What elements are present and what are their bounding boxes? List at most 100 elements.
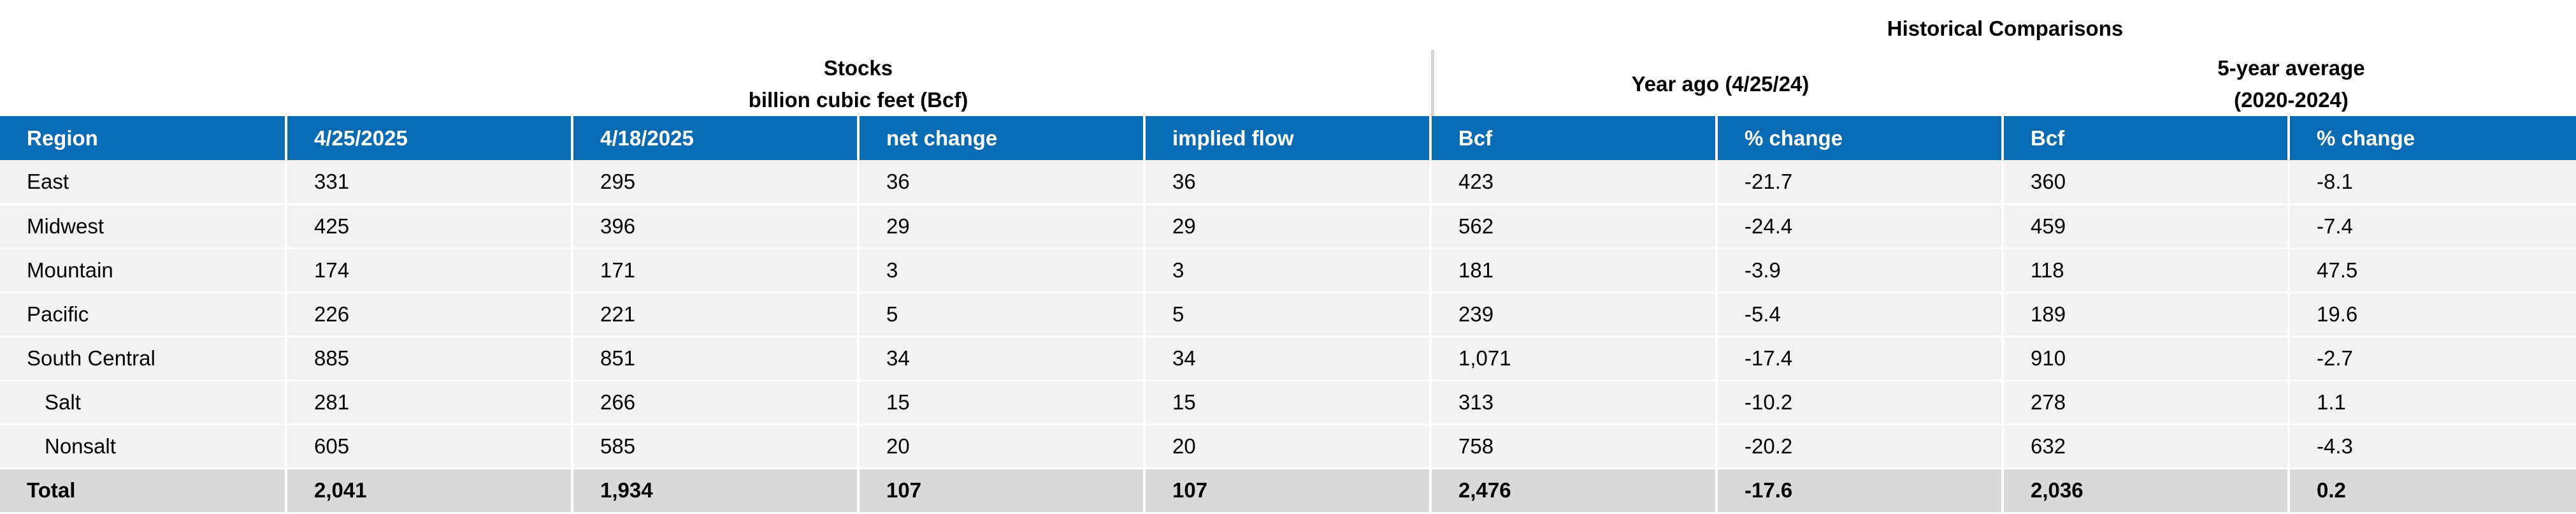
cell-prior-week: 295 — [572, 160, 860, 205]
five-year-heading-line2: (2020-2024) — [2234, 88, 2349, 112]
cell-prior-week: 585 — [572, 424, 860, 469]
cell-five-year-pct: 1.1 — [2289, 380, 2576, 425]
table-body: East 331 295 36 36 423 -21.7 360 -8.1 Midwest 425 3… — [0, 160, 2576, 512]
cell-region: Nonsalt — [0, 424, 287, 469]
cell-current-week: 281 — [286, 380, 573, 425]
cell-prior-week: 266 — [572, 380, 860, 425]
cell-net-change: 36 — [858, 160, 1146, 205]
cell-five-year-pct: -2.7 — [2289, 336, 2576, 381]
cell-year-ago-pct: -20.2 — [1716, 424, 2004, 469]
cell-five-year-bcf: 278 — [2003, 380, 2290, 425]
cell-year-ago-bcf: 423 — [1430, 160, 1718, 205]
table-row: Pacific 226 221 5 5 239 -5.4 189 19.6 — [0, 292, 2576, 337]
cell-net-change: 34 — [858, 336, 1146, 381]
cell-year-ago-pct: -5.4 — [1716, 292, 2004, 337]
cell-net-change: 3 — [858, 248, 1146, 293]
cell-five-year-bcf: 910 — [2003, 336, 2290, 381]
cell-region: Total — [0, 468, 287, 512]
cell-net-change: 15 — [858, 380, 1146, 425]
cell-region: South Central — [0, 336, 287, 381]
table-row: Midwest 425 396 29 29 562 -24.4 459 -7.4 — [0, 204, 2576, 249]
cell-five-year-pct: 19.6 — [2289, 292, 2576, 337]
cell-five-year-pct: 0.2 — [2289, 468, 2576, 512]
cell-prior-week: 851 — [572, 336, 860, 381]
storage-table: Region 4/25/2025 4/18/2025 net change im… — [0, 116, 2576, 512]
cell-year-ago-pct: -21.7 — [1716, 160, 2004, 205]
cell-net-change: 20 — [858, 424, 1146, 469]
cell-year-ago-pct: -17.4 — [1716, 336, 2004, 381]
column-group-divider — [1431, 50, 1434, 116]
table-row: Mountain 174 171 3 3 181 -3.9 118 47.5 — [0, 248, 2576, 293]
cell-five-year-bcf: 459 — [2003, 204, 2290, 249]
cell-prior-week: 396 — [572, 204, 860, 249]
col-header-five-year-bcf: Bcf — [2003, 116, 2290, 160]
cell-current-week: 2,041 — [286, 468, 573, 512]
table-header-row: Region 4/25/2025 4/18/2025 net change im… — [0, 116, 2576, 160]
cell-net-change: 29 — [858, 204, 1146, 249]
col-header-region: Region — [0, 116, 287, 160]
cell-region: Pacific — [0, 292, 287, 337]
cell-implied-flow: 20 — [1144, 424, 1432, 469]
cell-year-ago-bcf: 562 — [1430, 204, 1718, 249]
col-header-year-ago-bcf: Bcf — [1430, 116, 1718, 160]
cell-year-ago-pct: -10.2 — [1716, 380, 2004, 425]
cell-implied-flow: 15 — [1144, 380, 1432, 425]
cell-year-ago-bcf: 758 — [1430, 424, 1718, 469]
cell-current-week: 174 — [286, 248, 573, 293]
five-year-heading-line1: 5-year average — [2217, 56, 2365, 80]
table-row: South Central 885 851 34 34 1,071 -17.4 910 -2.7 — [0, 336, 2576, 381]
stocks-heading: Stocks billion cubic feet (Bcf) — [286, 52, 1430, 116]
cell-net-change: 107 — [858, 468, 1146, 512]
cell-prior-week: 221 — [572, 292, 860, 337]
table-row: Nonsalt 605 585 20 20 758 -20.2 632 -4.3 — [0, 424, 2576, 469]
cell-five-year-pct: -4.3 — [2289, 424, 2576, 469]
cell-year-ago-bcf: 181 — [1430, 248, 1718, 293]
cell-region: East — [0, 160, 287, 205]
col-header-prior-week: 4/18/2025 — [572, 116, 860, 160]
historical-comparisons-heading: Historical Comparisons — [1887, 17, 2124, 40]
year-ago-heading: Year ago (4/25/24) — [1631, 72, 1810, 96]
cell-year-ago-pct: -24.4 — [1716, 204, 2004, 249]
five-year-average-heading: 5-year average (2020-2024) — [2006, 52, 2576, 116]
cell-current-week: 226 — [286, 292, 573, 337]
cell-current-week: 885 — [286, 336, 573, 381]
col-header-five-year-pct: % change — [2289, 116, 2576, 160]
cell-year-ago-pct: -3.9 — [1716, 248, 2004, 293]
cell-current-week: 331 — [286, 160, 573, 205]
cell-five-year-bcf: 632 — [2003, 424, 2290, 469]
cell-five-year-bcf: 2,036 — [2003, 468, 2290, 512]
cell-five-year-bcf: 360 — [2003, 160, 2290, 205]
cell-net-change: 5 — [858, 292, 1146, 337]
col-header-year-ago-pct: % change — [1716, 116, 2004, 160]
cell-region: Mountain — [0, 248, 287, 293]
cell-prior-week: 1,934 — [572, 468, 860, 512]
cell-five-year-bcf: 189 — [2003, 292, 2290, 337]
cell-implied-flow: 34 — [1144, 336, 1432, 381]
cell-region: Midwest — [0, 204, 287, 249]
cell-five-year-bcf: 118 — [2003, 248, 2290, 293]
cell-five-year-pct: -7.4 — [2289, 204, 2576, 249]
col-header-implied-flow: implied flow — [1144, 116, 1432, 160]
cell-implied-flow: 5 — [1144, 292, 1432, 337]
cell-current-week: 425 — [286, 204, 573, 249]
cell-implied-flow: 107 — [1144, 468, 1432, 512]
table-total-row: Total 2,041 1,934 107 107 2,476 -17.6 2,036 0.2 — [0, 468, 2576, 512]
cell-year-ago-bcf: 2,476 — [1430, 468, 1718, 512]
cell-implied-flow: 36 — [1144, 160, 1432, 205]
table-row: East 331 295 36 36 423 -21.7 360 -8.1 — [0, 160, 2576, 205]
cell-year-ago-bcf: 1,071 — [1430, 336, 1718, 381]
col-header-current-week: 4/25/2025 — [286, 116, 573, 160]
cell-region: Salt — [0, 380, 287, 425]
cell-prior-week: 171 — [572, 248, 860, 293]
col-header-net-change: net change — [858, 116, 1146, 160]
cell-year-ago-bcf: 313 — [1430, 380, 1718, 425]
cell-year-ago-bcf: 239 — [1430, 292, 1718, 337]
cell-five-year-pct: 47.5 — [2289, 248, 2576, 293]
stocks-heading-line2: billion cubic feet (Bcf) — [748, 88, 968, 112]
table-row: Salt 281 266 15 15 313 -10.2 278 1.1 — [0, 380, 2576, 425]
cell-current-week: 605 — [286, 424, 573, 469]
cell-implied-flow: 3 — [1144, 248, 1432, 293]
cell-five-year-pct: -8.1 — [2289, 160, 2576, 205]
cell-year-ago-pct: -17.6 — [1716, 468, 2004, 512]
